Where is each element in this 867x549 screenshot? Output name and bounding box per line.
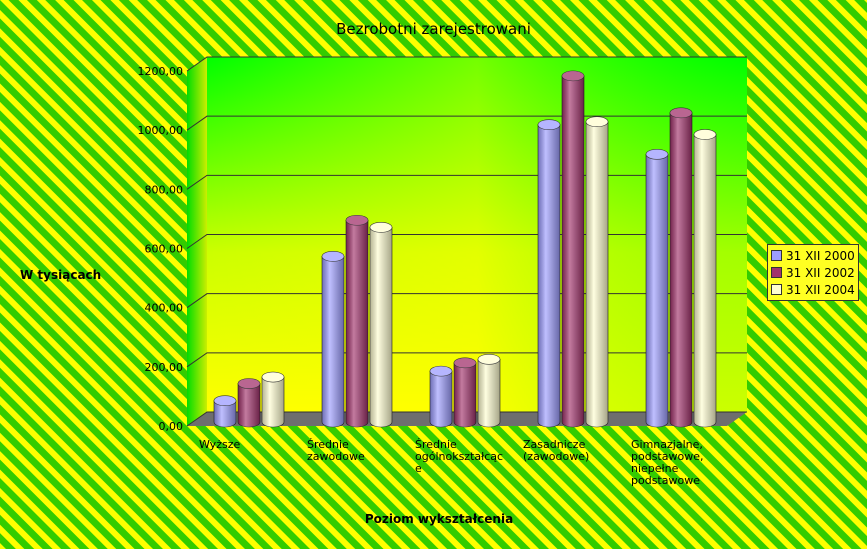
legend-label-2004: 31 XII 2004 bbox=[786, 282, 855, 297]
y-tick-label: 1000,00 bbox=[138, 124, 184, 137]
legend-swatch-2000 bbox=[771, 250, 782, 261]
y-tick-label: 200,00 bbox=[145, 361, 184, 374]
x-axis-label: Poziom wykształcenia bbox=[364, 512, 514, 526]
y-tick-label: 1200,00 bbox=[138, 65, 184, 78]
chart-title: Bezrobotni zarejestrowani bbox=[336, 20, 531, 38]
y-tick-label: 400,00 bbox=[145, 302, 184, 315]
bar bbox=[585, 116, 609, 428]
legend-item-2002: 31 XII 2002 bbox=[771, 264, 855, 281]
x-tick-label: Średnie ogólnokształcąc e bbox=[415, 438, 503, 475]
y-axis-ticks: 0,00 200,00 400,00 600,00 800,00 1000,00 1200,… bbox=[138, 65, 184, 433]
x-tick-label: Średnie zawodowe bbox=[307, 438, 365, 463]
gridline bbox=[186, 56, 747, 72]
y-tick-label: 0,00 bbox=[159, 420, 184, 433]
bar bbox=[213, 395, 237, 428]
bars bbox=[213, 70, 717, 428]
bar bbox=[345, 214, 369, 428]
bar bbox=[369, 222, 393, 428]
bar bbox=[261, 371, 285, 428]
bar bbox=[429, 365, 453, 428]
bar bbox=[321, 251, 345, 428]
bar bbox=[453, 357, 477, 428]
bar bbox=[561, 70, 585, 428]
bar bbox=[237, 378, 261, 428]
y-tick-label: 600,00 bbox=[145, 243, 184, 256]
legend-swatch-2002 bbox=[771, 267, 782, 278]
legend-label-2002: 31 XII 2002 bbox=[786, 265, 855, 280]
bar bbox=[537, 119, 561, 428]
bar bbox=[645, 148, 669, 428]
y-tick-label: 800,00 bbox=[145, 183, 184, 196]
legend-swatch-2004 bbox=[771, 284, 782, 295]
x-tick-label: Gimnazjalne, podstawowe, niepełne podstawow… bbox=[631, 438, 703, 487]
x-axis-ticks: Wyższe Średnie zawodowe Średnie ogólnokształ… bbox=[199, 438, 703, 487]
legend-item-2004: 31 XII 2004 bbox=[771, 281, 855, 298]
legend: 31 XII 2000 31 XII 2002 31 XII 2004 bbox=[767, 244, 859, 301]
x-tick-label: Zasadnicze (zawodowe) bbox=[523, 438, 589, 463]
legend-label-2000: 31 XII 2000 bbox=[786, 248, 855, 263]
bar bbox=[477, 353, 501, 428]
y-axis-label: W tysiącach bbox=[20, 268, 102, 282]
bar bbox=[669, 107, 693, 428]
bar bbox=[693, 129, 717, 428]
x-tick-label: Wyższe bbox=[199, 438, 240, 451]
legend-item-2000: 31 XII 2000 bbox=[771, 247, 855, 264]
